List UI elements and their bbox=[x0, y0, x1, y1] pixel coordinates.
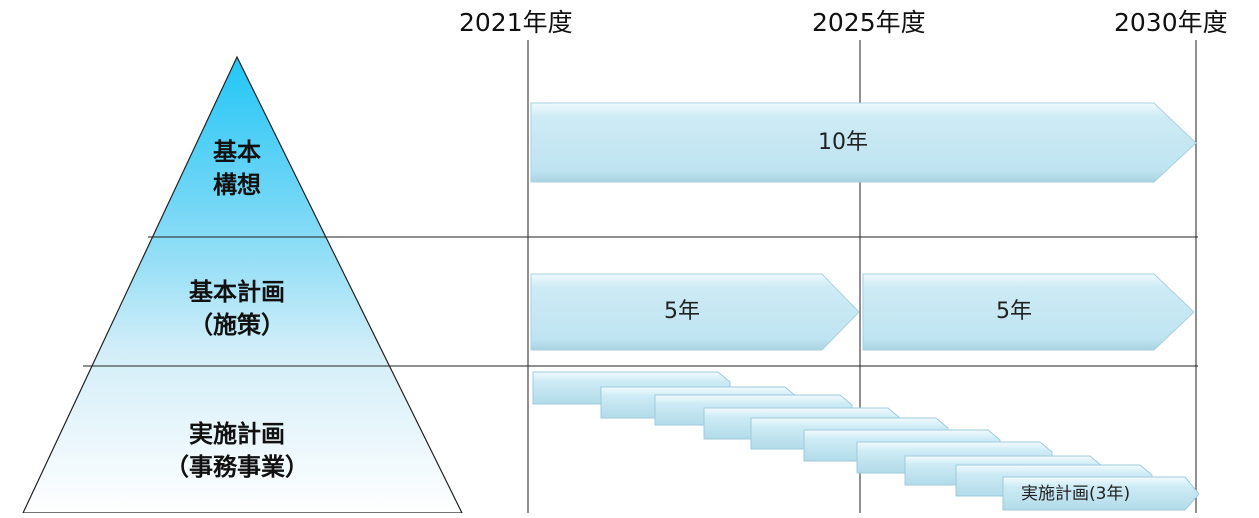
year-label-2021: 2021年度 bbox=[459, 8, 573, 37]
tier-basic-plan-line1: 基本計画 bbox=[189, 278, 285, 306]
tier-basic-concept-line1: 基本 bbox=[213, 138, 261, 166]
basic-plan-arrow-2 bbox=[862, 273, 1195, 351]
tier-implementation-plan-line1: 実施計画 bbox=[189, 420, 285, 448]
basic-plan-second-duration: 5年 bbox=[996, 299, 1032, 324]
tier-implementation-plan-line2: （事務事業） bbox=[165, 453, 309, 481]
tier-basic-plan-line2: （施策） bbox=[189, 311, 285, 339]
implementation-bars bbox=[532, 371, 1200, 511]
year-label-2025: 2025年度 bbox=[812, 8, 926, 37]
basic-plan-first-duration: 5年 bbox=[664, 299, 700, 324]
implementation-plan-duration: 実施計画(3年) bbox=[1021, 484, 1131, 504]
basic-concept-arrow bbox=[530, 102, 1197, 183]
tier-implementation-plan: 実施計画 （事務事業） bbox=[137, 418, 337, 484]
basic-plan-arrow-1 bbox=[530, 273, 860, 351]
tier-basic-concept-line2: 構想 bbox=[213, 171, 261, 199]
tier-basic-concept: 基本 構想 bbox=[177, 136, 297, 202]
implementation-bar-10 bbox=[1002, 476, 1200, 511]
year-label-2030: 2030年度 bbox=[1114, 8, 1228, 37]
basic-concept-duration: 10年 bbox=[818, 130, 868, 155]
tier-basic-plan: 基本計画 （施策） bbox=[147, 276, 327, 342]
